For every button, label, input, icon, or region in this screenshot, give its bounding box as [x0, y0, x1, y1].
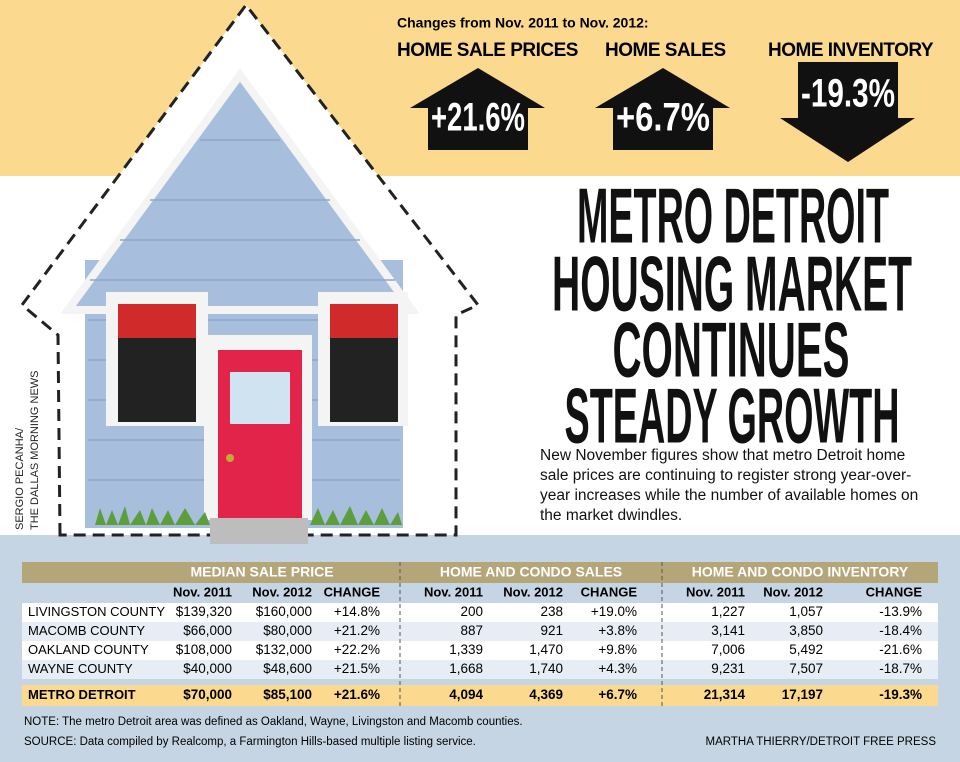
- changes-label: Changes from Nov. 2011 to Nov. 2012:: [397, 15, 649, 31]
- source: SOURCE: Data compiled by Realcomp, a Far…: [24, 736, 476, 748]
- indicator-value: +6.7%: [616, 96, 710, 140]
- row-label: METRO DETROIT: [28, 687, 136, 702]
- table-cell: $70,000: [183, 687, 232, 702]
- up-arrow: [595, 68, 730, 150]
- table-cell: -18.7%: [879, 661, 922, 676]
- column-header: CHANGE: [581, 584, 638, 599]
- group-header: MEDIAN SALE PRICE: [190, 564, 333, 580]
- group-header: HOME AND CONDO INVENTORY: [692, 564, 909, 580]
- indicator-value: -19.3%: [801, 72, 895, 116]
- table-cell: 887: [460, 623, 483, 638]
- description: New November figures show that metro Det…: [540, 447, 919, 524]
- title-line: STEADY GROWTH: [565, 372, 900, 460]
- table-cell: 7,006: [711, 642, 745, 657]
- row-label: MACOMB COUNTY: [28, 623, 145, 638]
- table-cell: 3,141: [711, 623, 745, 638]
- up-arrow: [410, 68, 545, 150]
- table-cell: $48,600: [263, 661, 312, 676]
- table-cell: $132,000: [256, 642, 312, 657]
- column-header: Nov. 2012: [503, 584, 563, 599]
- table-cell: 3,850: [789, 623, 823, 638]
- column-header: CHANGE: [866, 584, 923, 599]
- house-illustration: [19, 2, 481, 544]
- table-cell: 21,314: [704, 687, 746, 702]
- table-cell: -19.3%: [879, 687, 922, 702]
- table-cell: $40,000: [183, 661, 232, 676]
- group-header: HOME AND CONDO SALES: [440, 564, 622, 580]
- table-cell: 4,369: [529, 687, 563, 702]
- table-cell: 1,470: [529, 642, 563, 657]
- table-cell: 4,094: [449, 687, 483, 702]
- table-cell: +21.5%: [334, 661, 380, 676]
- title-line: CONTINUES: [613, 306, 850, 394]
- table-cell: -21.6%: [879, 642, 922, 657]
- column-header: CHANGE: [324, 584, 381, 599]
- table-cell: $85,100: [263, 687, 312, 702]
- indicator-label: HOME SALE PRICES: [397, 40, 578, 61]
- table-cell: 1,339: [449, 642, 483, 657]
- row-label: OAKLAND COUNTY: [28, 642, 149, 657]
- table-cell: 921: [540, 623, 563, 638]
- photo-credit: SERGIO PECANHA/: [14, 427, 26, 530]
- table-cell: $108,000: [176, 642, 232, 657]
- table-cell: 9,231: [711, 661, 745, 676]
- title-line: HOUSING MARKET: [552, 240, 912, 328]
- table-cell: $66,000: [183, 623, 232, 638]
- table-cell: +22.2%: [334, 642, 380, 657]
- table-cell: 17,197: [782, 687, 823, 702]
- indicator-label: HOME INVENTORY: [768, 40, 934, 61]
- table-row-bg: [22, 603, 938, 622]
- column-header: Nov. 2011: [173, 584, 232, 599]
- table-row-bg: [22, 622, 938, 641]
- note: NOTE: The metro Detroit area was defined…: [24, 716, 523, 728]
- row-label: LIVINGSTON COUNTY: [28, 604, 165, 619]
- credit: MARTHA THIERRY/DETROIT FREE PRESS: [706, 736, 937, 748]
- table-cell: $160,000: [256, 604, 312, 619]
- table-cell: +4.3%: [598, 661, 637, 676]
- title-line: METRO DETROIT: [577, 172, 889, 260]
- table-cell: 200: [460, 604, 483, 619]
- table-cell: 5,492: [789, 642, 823, 657]
- row-label: WAYNE COUNTY: [28, 661, 133, 676]
- table-cell: +21.6%: [334, 687, 380, 702]
- table-row-bg: [22, 660, 938, 679]
- table-cell: +14.8%: [334, 604, 380, 619]
- table-cell: +19.0%: [591, 604, 637, 619]
- column-header: Nov. 2012: [252, 584, 312, 599]
- down-arrow: [780, 62, 915, 162]
- table-cell: 1,668: [449, 661, 483, 676]
- photo-credit: THE DALLAS MORNING NEWS: [29, 370, 41, 530]
- table-cell: 1,227: [711, 604, 745, 619]
- indicator-value: +21.6%: [431, 96, 525, 140]
- table-cell: +21.2%: [334, 623, 380, 638]
- table-cell: -13.9%: [879, 604, 922, 619]
- column-header: Nov. 2011: [424, 584, 483, 599]
- table-cell: +3.8%: [598, 623, 637, 638]
- table-cell: 7,507: [789, 661, 823, 676]
- table-cell: $139,320: [176, 604, 232, 619]
- table-cell: +6.7%: [598, 687, 637, 702]
- table-group-header: [22, 562, 938, 583]
- table-cell: +9.8%: [598, 642, 637, 657]
- table-row-bg: [22, 685, 938, 706]
- table-row-bg: [22, 641, 938, 660]
- table-cell: $80,000: [263, 623, 312, 638]
- table-cell: 1,740: [529, 661, 563, 676]
- column-header: Nov. 2011: [686, 584, 745, 599]
- column-header: Nov. 2012: [763, 584, 823, 599]
- indicator-label: HOME SALES: [605, 40, 726, 61]
- table-cell: -18.4%: [879, 623, 922, 638]
- table-cell: 238: [540, 604, 563, 619]
- table-cell: 1,057: [789, 604, 823, 619]
